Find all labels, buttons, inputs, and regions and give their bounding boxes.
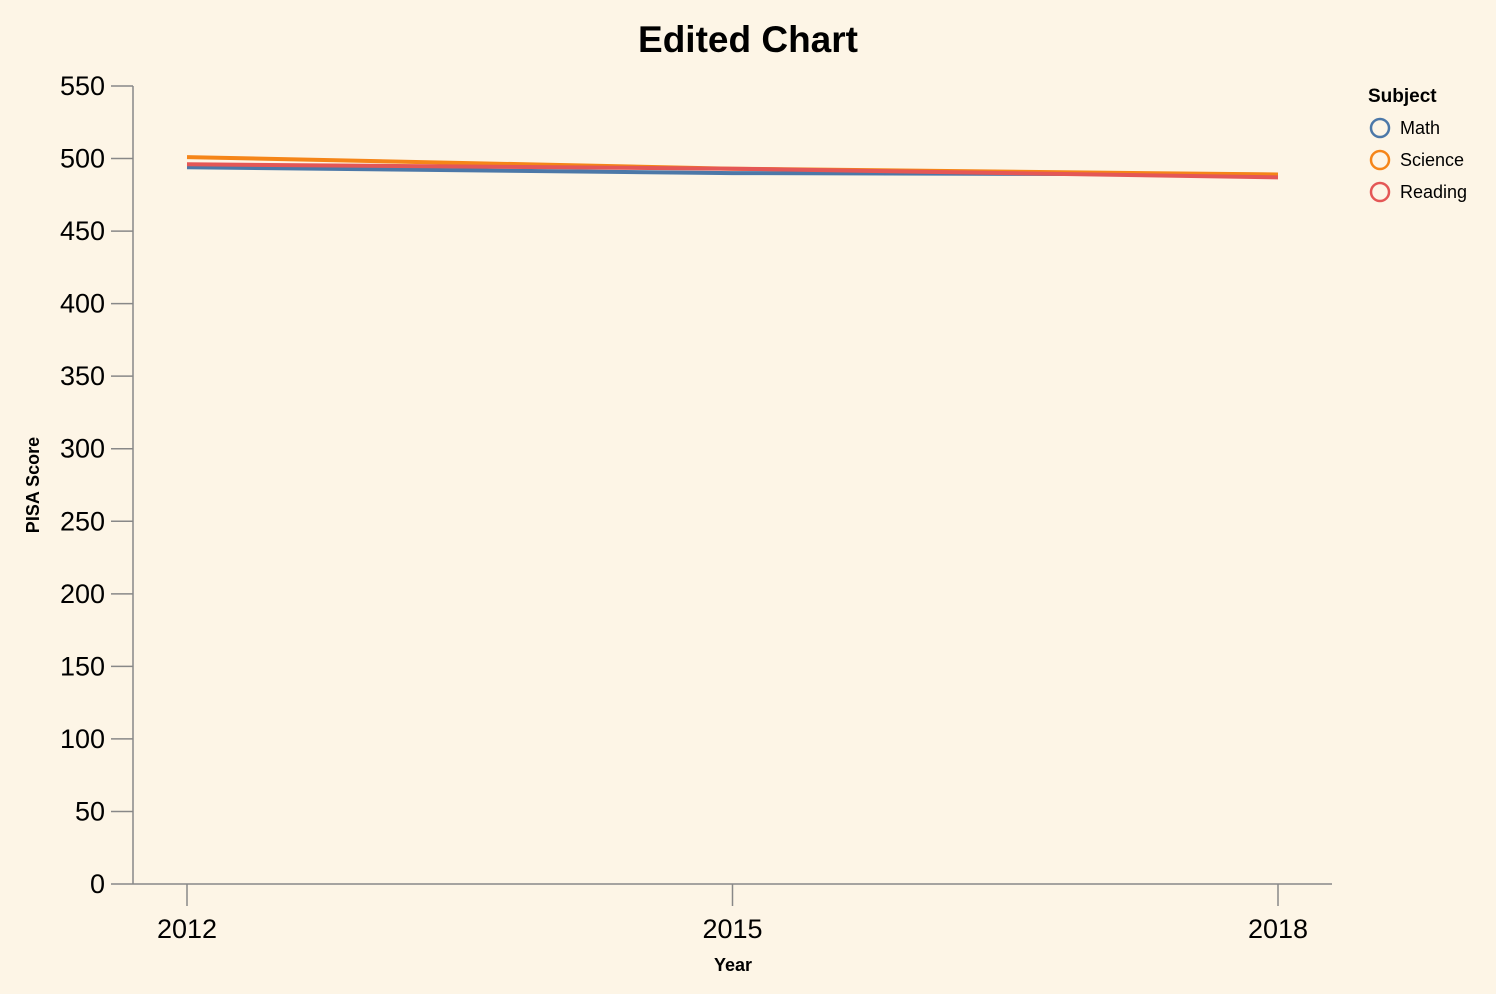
legend-symbol — [1369, 149, 1391, 171]
legend-item-science: Science — [1369, 149, 1464, 171]
legend-title: Subject — [1368, 86, 1437, 107]
legend-symbol — [1369, 181, 1391, 203]
x-tick-label: 2018 — [1248, 914, 1308, 944]
legend-label: Math — [1400, 118, 1440, 138]
y-tick-label: 450 — [60, 216, 105, 246]
legend-label: Science — [1400, 150, 1464, 170]
chart-title: Edited Chart — [638, 19, 858, 60]
y-tick-label: 50 — [75, 796, 105, 826]
y-tick-label: 0 — [90, 869, 105, 899]
x-axis: 2012 2015 2018 — [133, 883, 1332, 944]
y-tick-label: 300 — [60, 434, 105, 464]
y-tick-label: 100 — [60, 724, 105, 754]
x-tick-label: 2015 — [702, 914, 762, 944]
legend-label: Reading — [1400, 182, 1467, 202]
y-axis: 0 50 100 150 200 250 300 350 400 450 500 550 — [60, 71, 134, 899]
legend-item-math: Math — [1369, 117, 1440, 139]
x-axis-label: Year — [714, 955, 752, 975]
y-tick-label: 350 — [60, 361, 105, 391]
legend-item-reading: Reading — [1369, 181, 1467, 203]
legend: Subject Math Science Reading — [1368, 86, 1467, 203]
y-tick-label: 500 — [60, 144, 105, 174]
y-tick-label: 550 — [60, 71, 105, 101]
y-tick-label: 200 — [60, 579, 105, 609]
series-lines — [186, 155, 1279, 180]
series-line-reading — [186, 162, 1279, 180]
y-tick-label: 400 — [60, 289, 105, 319]
y-tick-label: 250 — [60, 506, 105, 536]
x-tick-label: 2012 — [157, 914, 217, 944]
legend-items: Math Science Reading — [1369, 117, 1467, 203]
y-axis-label: PISA Score — [23, 437, 43, 533]
legend-symbol — [1369, 117, 1391, 139]
y-tick-label: 150 — [60, 651, 105, 681]
